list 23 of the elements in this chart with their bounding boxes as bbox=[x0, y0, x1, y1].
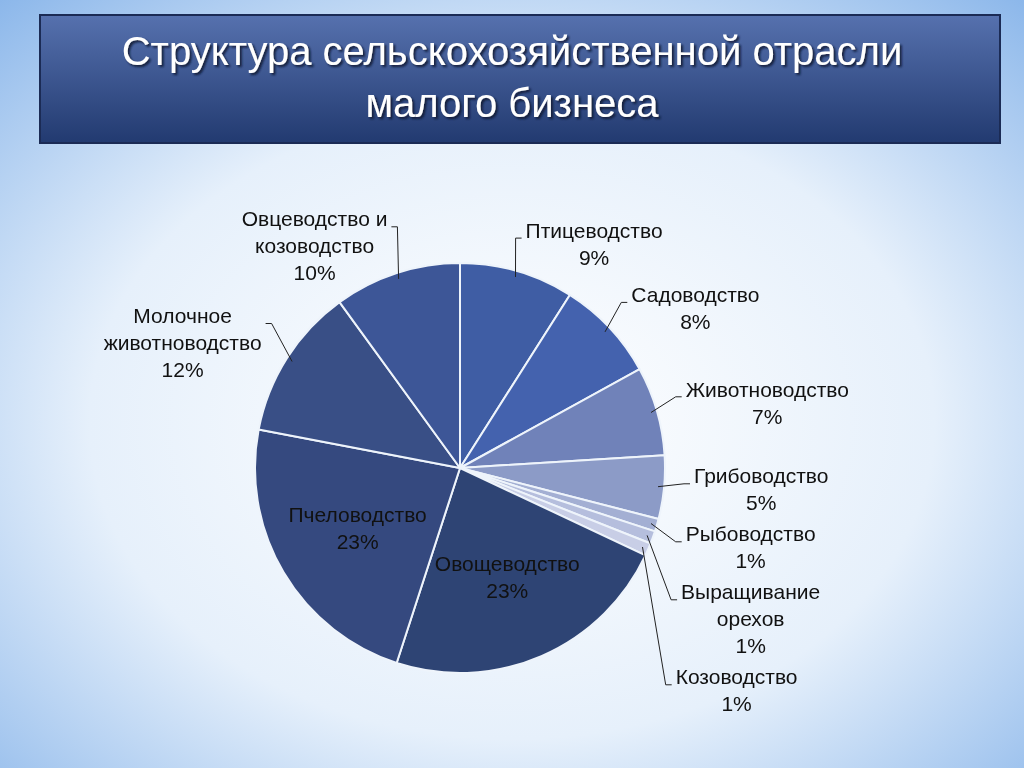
slice-label: Садоводство bbox=[631, 283, 760, 307]
data-label: 9% bbox=[578, 245, 610, 269]
slice-label: Овощеводство bbox=[434, 551, 580, 575]
slice-label: Овцеводство и козоводство bbox=[241, 207, 388, 258]
data-label: 10% bbox=[293, 261, 336, 285]
slice-label: Птицеводство bbox=[525, 218, 663, 242]
data-label: 12% bbox=[161, 358, 204, 382]
slice-label: Грибоводство bbox=[693, 464, 829, 488]
data-label: 7% bbox=[752, 404, 783, 428]
data-label: 23% bbox=[336, 530, 379, 554]
data-label: 5% bbox=[745, 491, 777, 515]
slice-label: Пчеловодство bbox=[288, 503, 427, 527]
slice-label: Рыбоводство bbox=[685, 522, 816, 546]
slice-label: Козоводство bbox=[675, 665, 798, 689]
data-label: 1% bbox=[735, 549, 766, 573]
chart-title: Структура сельскохозяйственной отрасли малого бизнеса bbox=[121, 29, 903, 125]
data-label: 8% bbox=[680, 310, 711, 334]
data-label: 1% bbox=[721, 692, 752, 716]
slice-label: Молочное животноводство bbox=[103, 304, 262, 355]
slice-label: Животноводство bbox=[685, 377, 849, 401]
data-label: 1% bbox=[735, 634, 766, 658]
slice-label: Выращивание орехов bbox=[681, 580, 821, 631]
data-label: 23% bbox=[486, 578, 529, 602]
